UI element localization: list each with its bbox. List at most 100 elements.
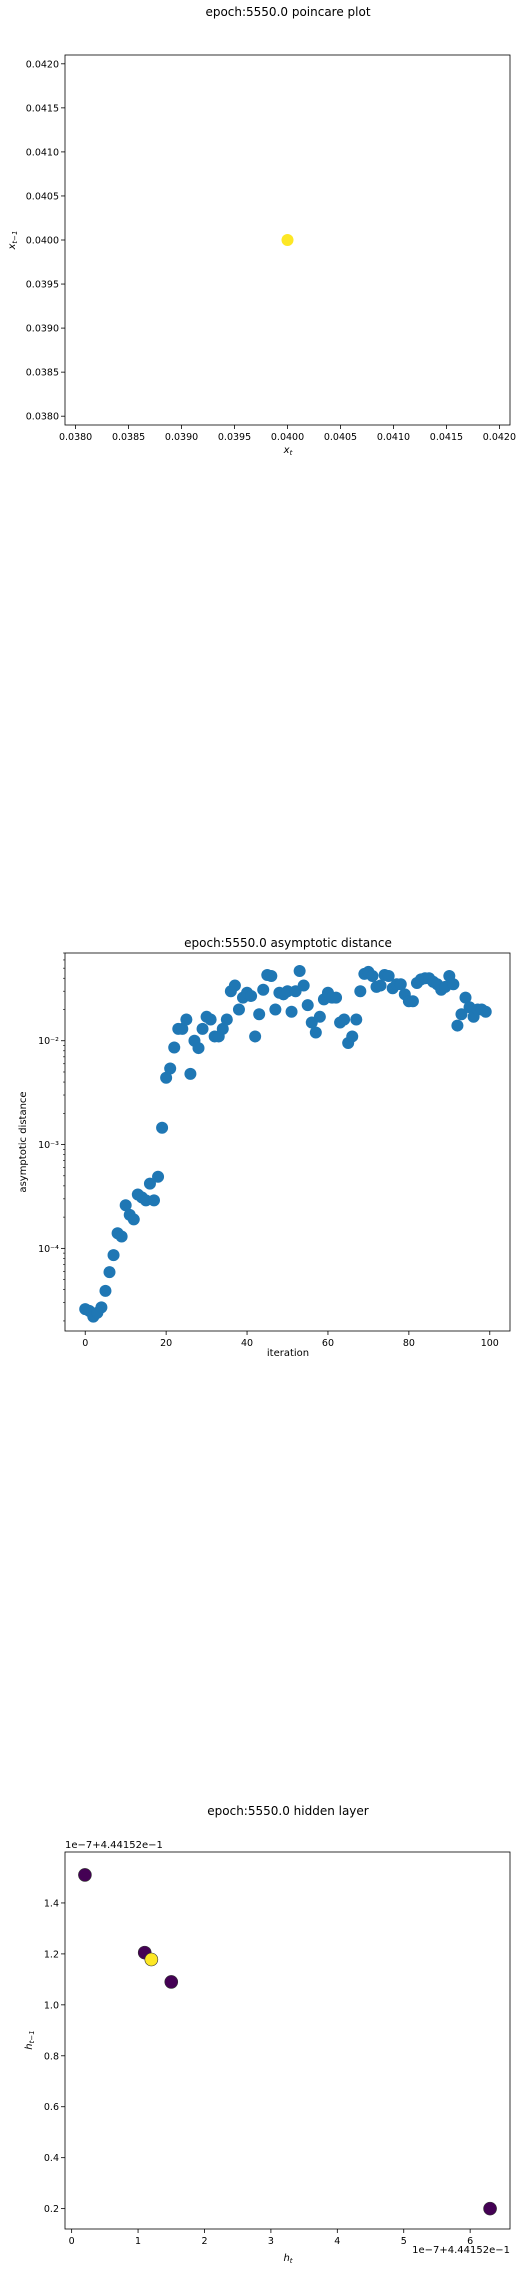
x-offset-label: 1e−7+4.44152e−1: [412, 2245, 510, 2256]
data-point: [483, 2201, 497, 2216]
chart-title: epoch:5550.0 asymptotic distance: [184, 936, 392, 950]
data-point: [164, 1975, 179, 1989]
tick-group: 0.0380 0.0385 0.0390 0.0395 0.0400 0.0405 0.04…: [26, 59, 516, 443]
data-point: [253, 1008, 266, 1021]
data-point: [249, 1030, 262, 1043]
x-tick-label: 0.0405: [324, 432, 357, 443]
x-tick-label: 0: [82, 1338, 88, 1349]
x-tick-label: 40: [241, 1338, 253, 1349]
x-tick-label: 0.0395: [218, 432, 251, 443]
tick-group: 0 20 40 60 80 100 10⁻⁴ 10⁻³ 10⁻²: [38, 952, 499, 1349]
marks-group: [79, 964, 492, 1323]
y-axis-label: asymptotic distance: [18, 1091, 29, 1192]
data-point: [143, 1177, 156, 1190]
plot-area: [64, 1851, 511, 2230]
x-tick-label: 0.0390: [165, 432, 198, 443]
data-point: [127, 1213, 140, 1226]
x-tick-label: 5: [401, 2236, 407, 2247]
data-point: [152, 1170, 165, 1183]
chart-title: epoch:5550.0 poincare plot: [205, 5, 370, 19]
y-tick-label: 0.0395: [26, 280, 59, 291]
data-point: [156, 1121, 169, 1134]
y-axis-label: ht−1: [24, 2030, 36, 2049]
data-point: [204, 1013, 217, 1026]
y-tick-label: 0.0415: [26, 103, 59, 114]
y-tick-label: 0.0405: [26, 191, 59, 202]
data-point: [119, 1199, 132, 1212]
data-point: [269, 1003, 282, 1016]
plot-area: [64, 952, 511, 1332]
data-point: [176, 1022, 189, 1035]
data-point: [330, 991, 343, 1004]
data-point: [144, 1952, 159, 1967]
data-point: [107, 1249, 120, 1262]
x-tick-label: 2: [201, 2236, 207, 2247]
data-point: [479, 1005, 492, 1018]
data-point: [297, 979, 310, 992]
y-tick-label: 1.0: [44, 2000, 59, 2011]
data-point: [406, 995, 419, 1008]
data-point: [232, 1003, 245, 1016]
y-tick-label: 1.2: [44, 1949, 59, 1960]
hidden-layer-chart: epoch:5550.0 hidden layer 1e−7+4.44152e−…: [24, 1804, 511, 2265]
x-tick-label: 0.0385: [112, 432, 145, 443]
data-point: [350, 1013, 363, 1026]
y-tick-label: 0.0400: [26, 236, 59, 247]
marks-group: [78, 1868, 497, 2216]
y-tick-label: 0.0380: [26, 412, 59, 423]
y-tick-label: 0.2: [44, 2204, 59, 2215]
data-point: [451, 1019, 464, 1032]
x-tick-label: 20: [160, 1338, 172, 1349]
x-axis-label: ht: [283, 2253, 292, 2265]
marks-group: [281, 234, 294, 246]
data-point: [160, 1071, 173, 1084]
data-point: [309, 1026, 322, 1039]
data-point: [220, 1013, 233, 1026]
data-point: [115, 1230, 128, 1243]
poincare-chart: epoch:5550.0 poincare plot 0.0380 0.0385 0…: [7, 5, 516, 457]
data-point: [382, 970, 395, 983]
data-point: [354, 985, 367, 998]
data-point: [366, 970, 379, 983]
data-point: [257, 983, 270, 996]
chart-title: epoch:5550.0 hidden layer: [207, 1804, 369, 1818]
x-tick-label: 0: [69, 2236, 75, 2247]
y-tick-label: 0.0410: [26, 147, 59, 158]
data-point: [374, 979, 387, 992]
data-point: [293, 964, 306, 977]
y-tick-label: 0.0420: [26, 59, 59, 70]
data-point: [301, 999, 314, 1012]
x-tick-label: 100: [481, 1338, 499, 1349]
data-point: [99, 1284, 112, 1297]
y-tick-label: 0.0390: [26, 324, 59, 335]
data-point: [265, 970, 278, 983]
y-tick-label: 0.8: [44, 2051, 59, 2062]
x-tick-label: 80: [403, 1338, 415, 1349]
x-tick-label: 0.0410: [377, 432, 410, 443]
data-point: [164, 1062, 177, 1075]
x-tick-label: 0.0415: [430, 432, 463, 443]
x-tick-label: 60: [322, 1338, 334, 1349]
data-point: [285, 1005, 298, 1018]
x-tick-label: 4: [334, 2236, 340, 2247]
y-tick-label: 10⁻²: [38, 1036, 59, 1047]
y-axis-label: xt−1: [7, 231, 19, 251]
data-point: [313, 1010, 326, 1023]
y-tick-label: 1.4: [44, 1898, 59, 1909]
data-point: [196, 1022, 209, 1035]
data-point: [281, 234, 294, 246]
x-tick-label: 0.0380: [59, 432, 92, 443]
x-tick-label: 0.0420: [483, 432, 516, 443]
data-point: [459, 991, 472, 1004]
x-tick-label: 6: [467, 2236, 473, 2247]
data-point: [455, 1008, 468, 1021]
data-point: [103, 1266, 116, 1279]
y-tick-label: 10⁻⁴: [38, 1244, 59, 1255]
x-tick-label: 0.0400: [271, 432, 304, 443]
y-tick-label: 0.6: [44, 2102, 59, 2113]
y-tick-label: 10⁻³: [38, 1140, 59, 1151]
y-offset-label: 1e−7+4.44152e−1: [65, 1840, 163, 1851]
data-point: [245, 989, 258, 1002]
x-axis-label: iteration: [267, 1348, 309, 1359]
